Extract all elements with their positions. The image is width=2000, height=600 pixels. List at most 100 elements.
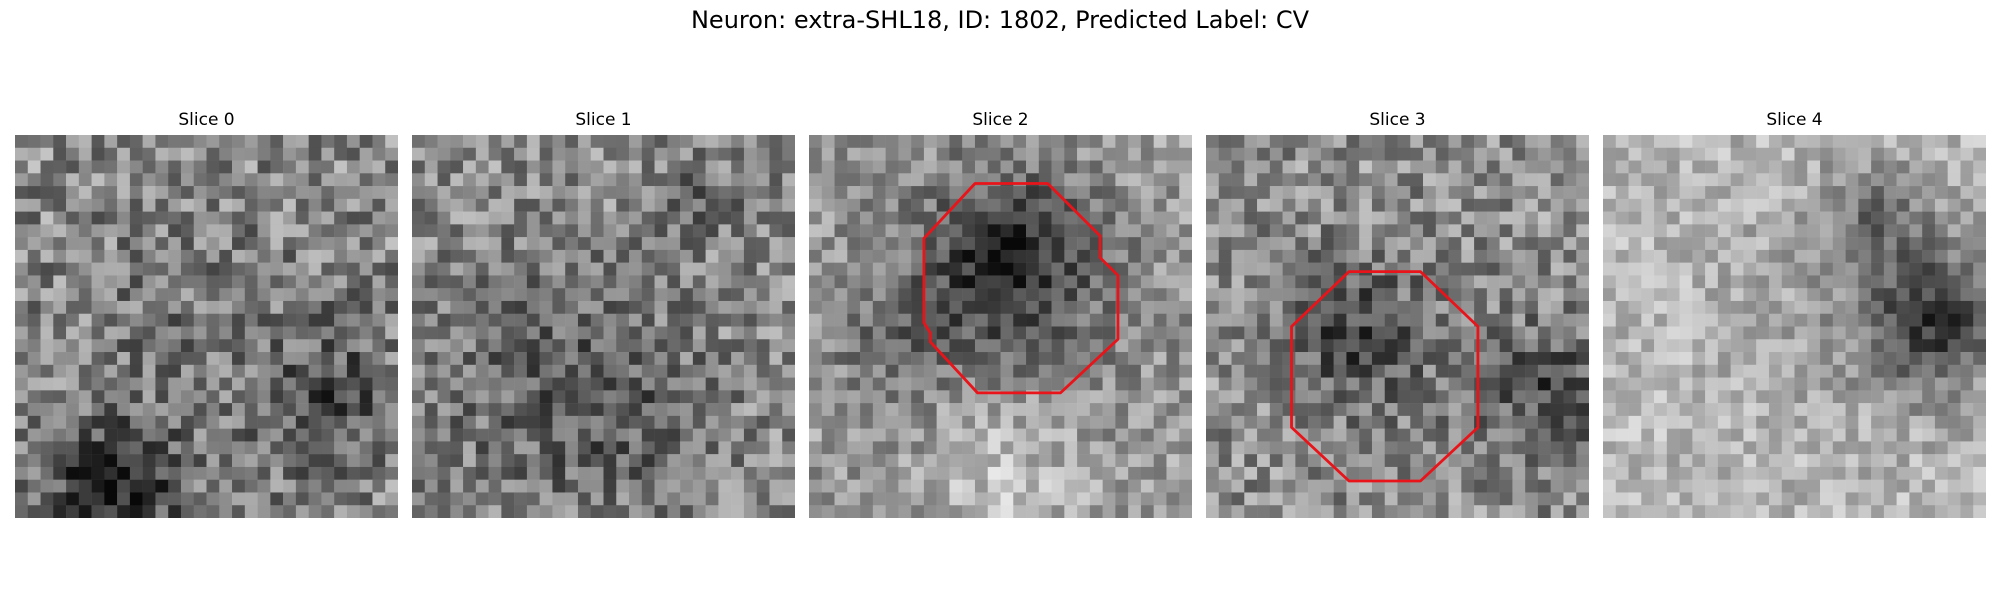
slice-pixel: [1103, 441, 1116, 454]
slice-pixel: [1295, 403, 1308, 416]
slice-pixel: [309, 339, 322, 352]
slice-pixel: [1922, 390, 1935, 403]
slice-pixel: [782, 480, 795, 493]
slice-pixel: [92, 224, 105, 237]
slice-pixel: [1232, 429, 1245, 442]
slice-pixel: [1283, 403, 1296, 416]
slice-pixel: [168, 148, 181, 161]
slice-pixel: [1820, 441, 1833, 454]
slice-pixel: [92, 263, 105, 276]
slice-panel-2: Slice 2: [809, 108, 1192, 132]
slice-pixel: [1398, 301, 1411, 314]
slice-pixel: [1641, 135, 1654, 148]
slice-pixel: [1206, 339, 1219, 352]
slice-pixel: [1680, 467, 1693, 480]
slice-pixel: [270, 365, 283, 378]
slice-pixel: [1423, 173, 1436, 186]
slice-pixel: [822, 390, 835, 403]
slice-pixel: [28, 314, 41, 327]
slice-pixel: [937, 161, 950, 174]
slice-pixel: [1052, 135, 1065, 148]
slice-pixel: [1077, 173, 1090, 186]
slice-pixel: [1487, 339, 1500, 352]
slice-pixel: [1052, 429, 1065, 442]
slice-pixel: [1603, 275, 1616, 288]
slice-pixel: [321, 352, 334, 365]
slice-pixel: [155, 416, 168, 429]
slice-pixel: [168, 480, 181, 493]
slice-pixel: [1372, 441, 1385, 454]
slice-pixel: [1718, 148, 1731, 161]
slice-pixel: [731, 454, 744, 467]
slice-pixel: [334, 429, 347, 442]
slice-pixel: [949, 263, 962, 276]
slice-pixel: [706, 441, 719, 454]
slice-pixel: [1295, 161, 1308, 174]
slice-pixel: [438, 301, 451, 314]
slice-pixel: [104, 429, 117, 442]
slice-pixel: [1782, 441, 1795, 454]
slice-pixel: [232, 403, 245, 416]
slice-pixel: [1077, 250, 1090, 263]
slice-pixel: [283, 148, 296, 161]
slice-pixel: [1077, 327, 1090, 340]
slice-pixel: [604, 454, 617, 467]
slice-pixel: [1103, 327, 1116, 340]
slice-pixel: [1731, 250, 1744, 263]
slice-pixel: [1436, 224, 1449, 237]
slice-pixel: [1820, 352, 1833, 365]
slice-pixel: [181, 352, 194, 365]
slice-pixel: [1782, 352, 1795, 365]
slice-pixel: [1436, 250, 1449, 263]
slice-pixel: [527, 135, 540, 148]
slice-pixel: [283, 237, 296, 250]
slice-pixel: [1576, 480, 1589, 493]
slice-pixel: [1052, 263, 1065, 276]
slice-pixel: [680, 186, 693, 199]
slice-pixel: [1897, 199, 1910, 212]
slice-pixel: [1474, 454, 1487, 467]
slice-pixel: [1013, 148, 1026, 161]
slice-pixel: [104, 173, 117, 186]
slice-pixel: [1244, 390, 1257, 403]
slice-pixel: [1563, 263, 1576, 276]
slice-pixel: [1948, 352, 1961, 365]
slice-pixel: [104, 186, 117, 199]
slice-image-3: [1206, 135, 1589, 518]
slice-pixel: [1960, 352, 1973, 365]
slice-pixel: [1077, 186, 1090, 199]
slice-pixel: [321, 237, 334, 250]
slice-pixel: [1731, 301, 1744, 314]
slice-pixel: [117, 390, 130, 403]
slice-pixel: [757, 467, 770, 480]
slice-pixel: [514, 263, 527, 276]
slice-pixel: [92, 403, 105, 416]
slice-pixel: [1206, 480, 1219, 493]
slice-pixel: [988, 339, 1001, 352]
slice-pixel: [744, 135, 757, 148]
slice-pixel: [1295, 441, 1308, 454]
slice-pixel: [1756, 288, 1769, 301]
slice-pixel: [1512, 505, 1525, 518]
slice-pixel: [1295, 480, 1308, 493]
slice-pixel: [1013, 161, 1026, 174]
slice-pixel: [1667, 378, 1680, 391]
slice-pixel: [1179, 224, 1192, 237]
slice-pixel: [1948, 416, 1961, 429]
slice-pixel: [1680, 263, 1693, 276]
slice-pixel: [591, 339, 604, 352]
slice-pixel: [283, 492, 296, 505]
slice-pixel: [1103, 275, 1116, 288]
slice-pixel: [1551, 186, 1564, 199]
slice-pixel: [1576, 186, 1589, 199]
slice-pixel: [1667, 275, 1680, 288]
slice-pixel: [1641, 186, 1654, 199]
slice-pixel: [1257, 199, 1270, 212]
slice-pixel: [782, 275, 795, 288]
slice-pixel: [1858, 212, 1871, 225]
slice-pixel: [1334, 492, 1347, 505]
slice-pixel: [1026, 480, 1039, 493]
slice-pixel: [911, 314, 924, 327]
slice-pixel: [1449, 352, 1462, 365]
slice-pixel: [988, 199, 1001, 212]
